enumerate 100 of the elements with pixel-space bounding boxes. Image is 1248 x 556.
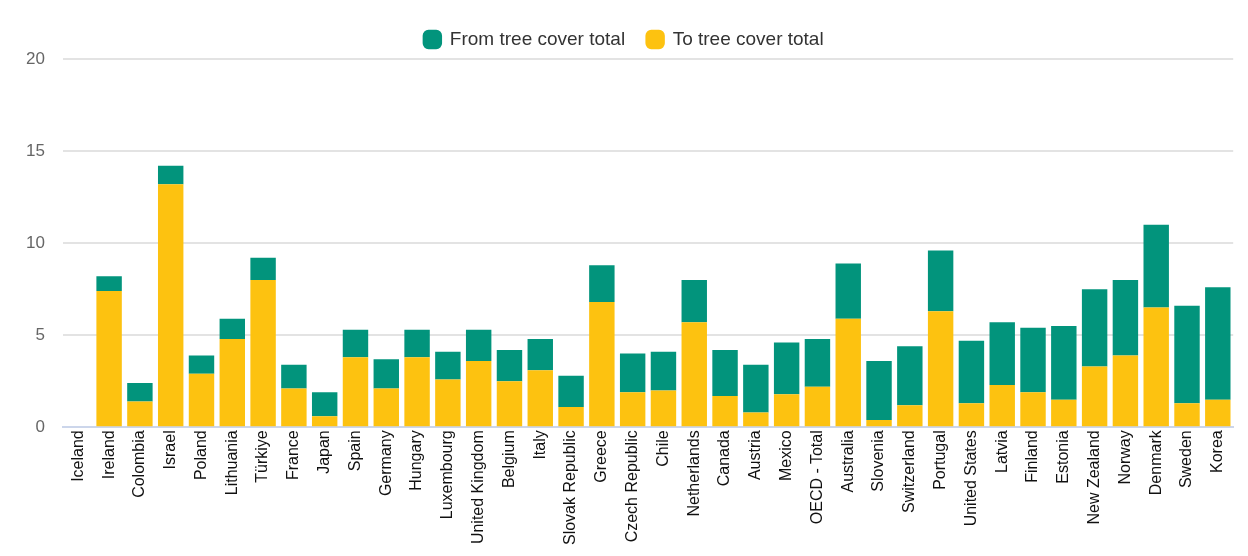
bar [1020,392,1046,427]
bar [650,351,677,391]
bar [1205,287,1231,400]
bar [1020,327,1046,393]
bar [281,388,307,427]
x-tick-label: United States [961,430,979,527]
bar [619,353,646,393]
x-tick-label: Sweden [1177,430,1195,489]
x-tick-label: Spain [345,430,363,472]
bar [281,364,307,389]
x-tick-label: Japan [315,430,333,474]
x-tick-label: Switzerland [900,430,918,513]
legend-label: To tree cover total [672,27,824,49]
bar [342,329,369,358]
bar [127,401,153,427]
x-tick-label: Slovenia [869,430,887,492]
bar [681,279,707,323]
bar [219,338,246,427]
bar [1205,399,1231,427]
bar [1051,399,1077,427]
x-tick-label: Australia [838,430,856,493]
x-tick-label: Latvia [992,430,1010,473]
bar [866,360,892,420]
bar [927,250,954,312]
x-tick-label: Estonia [1054,430,1072,484]
x-tick-label: Korea [1208,430,1226,473]
bar [1112,355,1139,427]
legend-label: From tree cover total [449,27,626,49]
x-tick-label: Iceland [68,430,86,482]
bar [404,357,430,427]
bar [127,383,153,402]
bar [96,291,122,427]
bar [650,390,677,427]
bar [250,257,276,280]
x-tick-label: Türkiye [253,430,271,483]
bar [435,351,461,380]
y-tick-label: 20 [25,48,45,68]
bar [250,279,276,427]
bar [712,395,738,427]
x-tick-label: New Zealand [1085,430,1103,525]
bar [1174,403,1200,427]
bar [558,407,584,427]
x-tick-label: Lithuania [222,430,240,496]
bar [589,265,615,303]
bar [157,165,184,185]
x-tick-label: Finland [1023,430,1041,483]
x-tick-label: Colombia [130,430,148,498]
bar [188,373,215,427]
bar [404,329,430,358]
bar [773,394,800,427]
bar [804,338,831,387]
bar [465,360,492,427]
bar [804,386,831,427]
bar [527,338,553,371]
bar [773,342,800,395]
bar [558,375,584,408]
x-tick-label: Poland [191,430,209,481]
bar [1081,289,1108,367]
bar [958,403,985,427]
bar [219,318,246,339]
bar [743,364,769,413]
bar [619,392,646,427]
bar [1174,305,1200,404]
bar [989,322,1015,385]
x-tick-label: Mexico [777,430,795,481]
bar [897,346,923,406]
bar [527,370,553,427]
bar [96,276,122,292]
x-tick-label: Germany [376,430,394,497]
x-tick-label: OECD - Total [807,430,825,525]
x-tick-label: Slovak Republic [561,430,579,546]
bar [1112,279,1139,356]
bar [927,311,954,427]
bar [373,359,399,389]
x-tick-label: Chile [653,430,671,467]
bar [188,355,215,374]
x-tick-label: Norway [1115,430,1133,485]
x-tick-label: Czech Republic [623,430,641,543]
bar [712,349,738,396]
x-tick-label: Austria [746,430,764,481]
x-tick-label: Belgium [499,430,517,489]
bar [311,416,338,427]
x-tick-label: Italy [530,430,548,460]
bar [589,302,615,427]
bar [465,329,492,361]
bar [1143,224,1169,308]
bar [1143,307,1169,427]
bar [1051,326,1077,400]
bar [866,419,892,427]
bar [989,384,1015,427]
x-tick-label: Greece [592,430,610,483]
bar [342,357,369,427]
y-tick-label: 10 [25,232,45,252]
bar [743,412,769,427]
bar [1081,366,1108,427]
x-tick-label: United Kingdom [469,430,487,545]
x-tick-label: Israel [161,430,179,470]
y-tick-label: 15 [25,140,45,160]
bar [681,322,707,427]
x-tick-label: Netherlands [684,430,702,517]
